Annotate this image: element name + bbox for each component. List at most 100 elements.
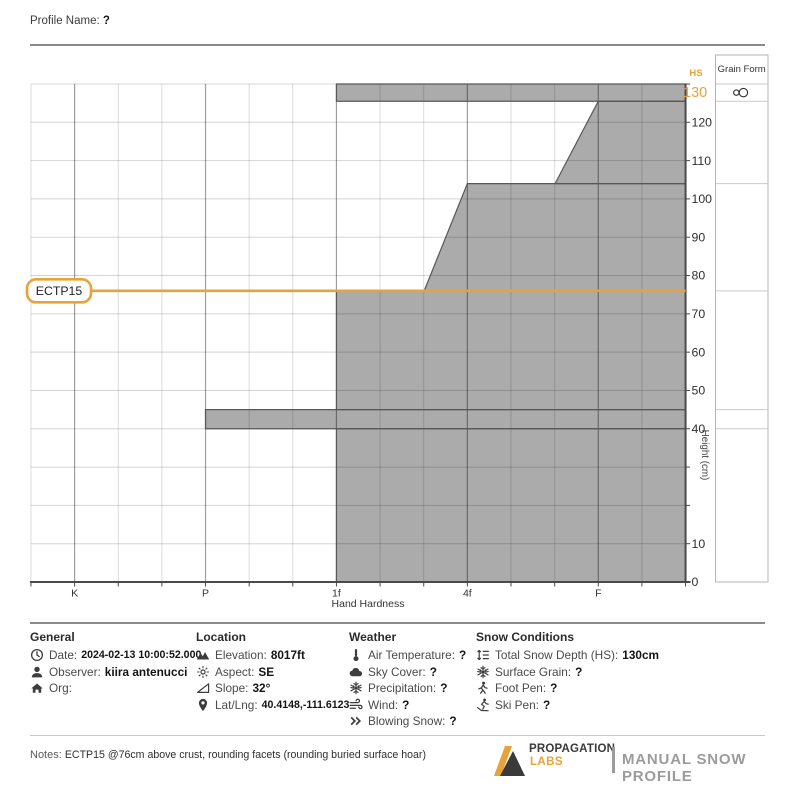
foot-icon: [476, 681, 490, 695]
info-value: ?: [440, 681, 448, 696]
info-footer-divider: [30, 735, 765, 736]
chart-grid: [30, 83, 686, 582]
info-value: ?: [449, 714, 457, 729]
x-tick-label: P: [202, 588, 209, 600]
y-tick-label: 70: [692, 307, 706, 321]
snow-layer: [336, 290, 686, 410]
info-label: Elevation:: [215, 648, 267, 663]
clock-icon: [30, 648, 44, 662]
info-row: Total Snow Depth (HS): 130cm: [476, 647, 659, 664]
info-label: Sky Cover:: [368, 664, 426, 679]
chevrons-icon: [349, 714, 363, 728]
info-label: Lat/Lng:: [215, 697, 258, 712]
info-value: 32°: [252, 681, 271, 696]
depth-icon: [476, 648, 490, 662]
x-axis-title: Hand Hardness: [332, 598, 405, 610]
notes: Notes: ECTP15 @76cm above crust, roundin…: [30, 749, 426, 761]
info-label: Aspect:: [215, 664, 255, 679]
info-value: ?: [542, 697, 551, 712]
info-value: 130cm: [622, 648, 659, 663]
brand-labs: LABS: [530, 756, 563, 768]
brand-text: PROPAGATION LABS: [529, 743, 615, 769]
info-value: 40.4148,-111.6123: [261, 698, 350, 711]
x-tick-label: K: [71, 588, 78, 600]
info-label: Wind:: [368, 697, 399, 712]
info-row: Air Temperature:?: [349, 647, 466, 664]
info-value: kiira antenucci: [104, 664, 188, 679]
x-tick-label: 4f: [463, 588, 472, 600]
info-value: 8017ft: [270, 648, 305, 663]
snowflake-icon: [349, 681, 363, 695]
info-value: ?: [429, 664, 437, 679]
info-column-title: Location: [196, 630, 246, 644]
profile-name-value: ?: [102, 15, 110, 27]
info-row: Elevation: 8017ft: [196, 647, 349, 664]
info-row: Precipitation:?: [349, 680, 466, 697]
header-divider: [30, 44, 765, 46]
stability-test-line: ECTP15: [25, 278, 686, 304]
grain-symbol-rounds: [738, 87, 749, 98]
hs-value: 130: [683, 85, 707, 101]
info-value: ?: [550, 681, 558, 696]
cloud-icon: [349, 665, 363, 679]
logo-dark-mountain: [500, 751, 525, 776]
snow-layer: [336, 83, 686, 102]
chart-info-divider: [30, 622, 765, 624]
y-tick-label: 10: [692, 537, 706, 551]
y-axis-title: Height (cm): [699, 430, 710, 481]
info-label: Foot Pen:: [495, 681, 547, 696]
snow-layer: [205, 409, 686, 429]
info-column-general: General Date: 2024-02-13 10:00:52.000 Obser…: [30, 630, 201, 697]
info-label: Total Snow Depth (HS):: [495, 648, 619, 663]
home-icon: [30, 681, 44, 695]
y-tick-label: 110: [692, 154, 712, 168]
y-tick-label: 0: [692, 575, 699, 589]
y-tick-label: 50: [692, 384, 706, 398]
y-tick-label: 120: [692, 116, 713, 130]
user-icon: [30, 665, 44, 679]
info-value: ?: [575, 664, 583, 679]
slope-icon: [196, 681, 210, 695]
info-label: Precipitation:: [368, 681, 437, 696]
notes-label: Notes:: [30, 749, 62, 761]
info-row: Sky Cover:?: [349, 664, 466, 681]
info-value: 2024-02-13 10:00:52.000: [81, 649, 202, 662]
info-column-location: Location Elevation: 8017ft Aspect: SE Slope: 3…: [196, 630, 349, 713]
info-label: Observer:: [49, 664, 101, 679]
info-column-title: General: [30, 630, 75, 644]
info-column-title: Weather: [349, 630, 397, 644]
info-row: Date: 2024-02-13 10:00:52.000: [30, 647, 201, 664]
profile-name-label: Profile Name:: [30, 15, 100, 27]
product-name: MANUAL SNOW PROFILE: [622, 751, 747, 785]
thermometer-icon: [349, 648, 363, 662]
info-label: Air Temperature:: [368, 648, 455, 663]
pin-icon: [196, 698, 210, 712]
ect-label-pill: [25, 278, 93, 304]
snow-layers: [205, 83, 686, 582]
info-row: Observer: kiira antenucci: [30, 664, 201, 681]
info-value: SE: [258, 664, 275, 679]
info-row: Blowing Snow:?: [349, 713, 466, 730]
y-tick-label: 90: [692, 230, 706, 244]
snowflake-icon: [476, 665, 490, 679]
aspect-icon: [196, 665, 210, 679]
grain-form-header: Grain Form: [718, 64, 766, 75]
ski-icon: [476, 698, 490, 712]
info-row: Aspect: SE: [196, 664, 349, 681]
info-column-title: Snow Conditions: [476, 630, 574, 644]
snow-layer: [555, 101, 686, 184]
info-value: ?: [402, 697, 410, 712]
info-column-weather: Weather Air Temperature:? Sky Cover:? Preci…: [349, 630, 466, 730]
info-label: Date:: [49, 648, 78, 663]
info-row: Org:: [30, 680, 201, 697]
wind-icon: [349, 698, 363, 712]
info-row: Surface Grain:?: [476, 664, 659, 681]
snow-layer: [336, 428, 686, 582]
info-row: Lat/Lng: 40.4148,-111.6123: [196, 697, 349, 714]
profile-name: Profile Name: ?: [30, 15, 110, 27]
info-label: Slope:: [215, 681, 249, 696]
grain-column-box: [715, 54, 769, 583]
info-row: Foot Pen:?: [476, 680, 659, 697]
info-row: Ski Pen:?: [476, 697, 659, 714]
